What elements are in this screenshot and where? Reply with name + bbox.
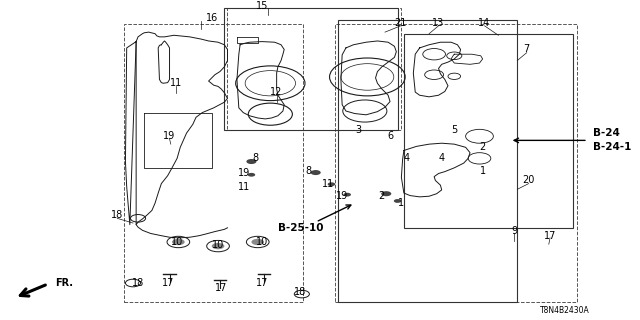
Circle shape bbox=[381, 191, 391, 196]
Text: 3: 3 bbox=[355, 125, 362, 135]
Text: B-25-10: B-25-10 bbox=[278, 223, 323, 233]
Text: 13: 13 bbox=[433, 18, 445, 28]
Text: 7: 7 bbox=[524, 44, 530, 54]
Text: 11: 11 bbox=[238, 182, 251, 192]
Text: 17: 17 bbox=[544, 231, 556, 241]
Text: 15: 15 bbox=[256, 1, 268, 11]
Text: B-24-1: B-24-1 bbox=[593, 142, 631, 152]
Text: B-24: B-24 bbox=[593, 128, 620, 138]
Circle shape bbox=[328, 182, 335, 186]
Circle shape bbox=[172, 239, 185, 245]
Text: 14: 14 bbox=[479, 18, 491, 28]
Text: 18: 18 bbox=[111, 210, 124, 220]
Text: 9: 9 bbox=[511, 226, 517, 236]
Text: 12: 12 bbox=[271, 87, 283, 97]
Text: 10: 10 bbox=[171, 237, 183, 247]
Text: 19: 19 bbox=[163, 131, 175, 141]
Circle shape bbox=[212, 243, 225, 249]
Text: FR.: FR. bbox=[56, 278, 74, 288]
Text: 8: 8 bbox=[305, 166, 311, 176]
Text: 17: 17 bbox=[161, 278, 174, 288]
Text: 19: 19 bbox=[336, 191, 348, 201]
Text: 16: 16 bbox=[205, 13, 218, 23]
Text: 1: 1 bbox=[397, 197, 404, 208]
Circle shape bbox=[248, 173, 255, 177]
Text: 11: 11 bbox=[170, 78, 182, 88]
Text: 10: 10 bbox=[212, 240, 224, 250]
Circle shape bbox=[252, 239, 264, 245]
Text: 6: 6 bbox=[387, 131, 393, 141]
Text: 11: 11 bbox=[322, 179, 335, 188]
Circle shape bbox=[246, 159, 257, 164]
Text: 5: 5 bbox=[451, 125, 458, 135]
Text: 8: 8 bbox=[253, 153, 259, 163]
Circle shape bbox=[394, 199, 401, 203]
Text: 18: 18 bbox=[132, 278, 144, 288]
Circle shape bbox=[310, 170, 321, 175]
Text: 2: 2 bbox=[379, 191, 385, 201]
Text: 17: 17 bbox=[215, 283, 227, 293]
Text: 19: 19 bbox=[238, 168, 251, 178]
Circle shape bbox=[344, 193, 351, 196]
Text: 4: 4 bbox=[404, 153, 410, 163]
Text: T8N4B2430A: T8N4B2430A bbox=[540, 306, 589, 315]
Text: 18: 18 bbox=[294, 287, 306, 298]
Text: 4: 4 bbox=[438, 153, 445, 163]
Text: 10: 10 bbox=[256, 237, 268, 247]
Text: 21: 21 bbox=[394, 18, 407, 28]
Text: 1: 1 bbox=[479, 166, 486, 176]
Text: 20: 20 bbox=[522, 175, 535, 186]
Text: 2: 2 bbox=[479, 142, 486, 152]
Text: 17: 17 bbox=[256, 278, 268, 288]
